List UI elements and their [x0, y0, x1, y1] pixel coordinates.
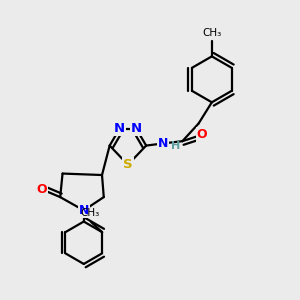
Text: H: H: [171, 142, 181, 152]
Text: N: N: [79, 204, 89, 217]
Text: CH₃: CH₃: [202, 28, 221, 38]
Text: N: N: [158, 137, 168, 150]
Text: N: N: [114, 122, 125, 135]
Text: N: N: [130, 122, 142, 135]
Text: O: O: [36, 183, 47, 196]
Text: O: O: [197, 128, 207, 141]
Text: S: S: [123, 158, 133, 171]
Text: CH₃: CH₃: [80, 208, 99, 218]
